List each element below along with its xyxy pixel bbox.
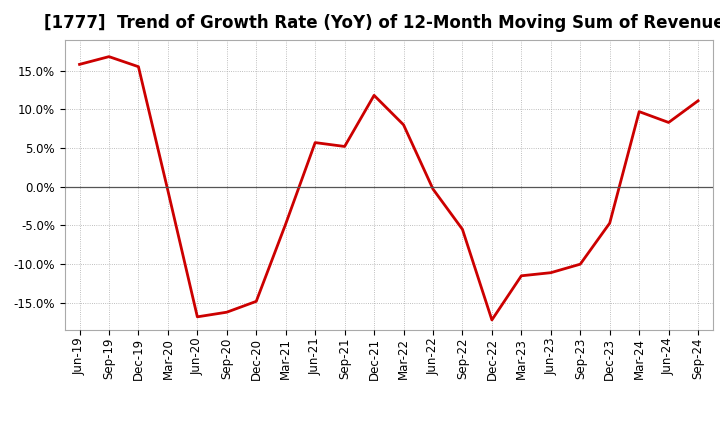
Title: [1777]  Trend of Growth Rate (YoY) of 12-Month Moving Sum of Revenues: [1777] Trend of Growth Rate (YoY) of 12-… — [43, 15, 720, 33]
